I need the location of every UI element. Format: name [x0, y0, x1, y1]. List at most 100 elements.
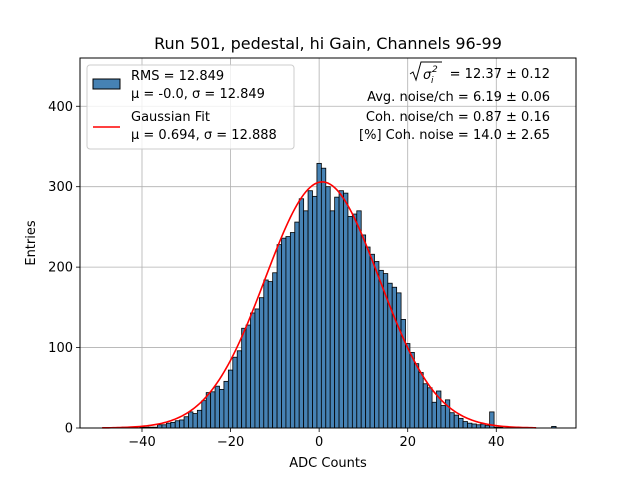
histogram-bar: [405, 343, 411, 429]
histogram-bar: [298, 198, 305, 429]
histogram-bar: [250, 312, 256, 429]
histogram-bar: [294, 221, 300, 429]
legend-histogram-line-1: RMS = 12.849: [131, 69, 224, 84]
gaussian-fit-line: [102, 181, 537, 429]
x-tick-label: −20: [217, 435, 244, 450]
histogram-bar: [329, 210, 336, 429]
plot-frame: [79, 57, 577, 429]
histogram-bar: [258, 297, 265, 429]
histogram-bar: [232, 356, 238, 429]
histogram-bar: [174, 420, 181, 429]
legend-box: [86, 64, 295, 150]
x-tick-label: 40: [488, 435, 505, 450]
x-tick-label: 20: [399, 435, 416, 450]
histogram-bar: [320, 167, 327, 429]
histogram-bar: [427, 387, 433, 429]
x-tick-label: 0: [315, 435, 323, 450]
y-tick-label: 100: [48, 341, 73, 356]
histogram-bar: [214, 385, 220, 429]
histogram-bar: [254, 308, 260, 429]
avg-noise-text: Avg. noise/ch = 6.19 ± 0.06: [367, 90, 550, 105]
histogram-bar: [192, 413, 198, 429]
sigma-subscript: i: [431, 76, 434, 86]
chart-title: Run 501, pedestal, hi Gain, Channels 96-…: [154, 34, 502, 53]
legend-histogram-swatch: [92, 78, 121, 90]
histogram-bar: [205, 392, 212, 429]
histogram-bar: [325, 186, 331, 429]
y-tick-label: 400: [48, 100, 73, 115]
coh-noise-text: Coh. noise/ch = 0.87 ± 0.16: [366, 110, 550, 125]
histogram-bar: [183, 416, 189, 429]
histogram-bar: [263, 279, 269, 429]
histogram-bar: [276, 244, 282, 429]
histogram-bar: [289, 232, 296, 429]
histogram-bar: [360, 234, 367, 429]
histogram-bar: [267, 281, 274, 429]
histogram-bar: [188, 411, 194, 429]
legend-histogram-line-2: μ = -0.0, σ = 12.849: [131, 87, 265, 102]
histogram-bar: [458, 417, 464, 429]
histogram-bar: [303, 210, 309, 429]
histogram-bar: [453, 414, 460, 429]
histogram-bar: [467, 422, 473, 429]
histogram-bar: [449, 412, 455, 429]
histogram-bar: [272, 272, 278, 429]
histogram-bar: [356, 210, 362, 429]
y-axis-ticks: 0 100 200 300 400: [48, 100, 80, 437]
y-tick-label: 0: [65, 422, 73, 437]
sigma-symbol: σ: [423, 68, 432, 83]
histogram-bar: [316, 162, 322, 429]
sigma-annotation: σ 2 i = 12.37 ± 0.12: [409, 61, 550, 86]
y-axis-label: Entries: [24, 220, 39, 266]
legend-fit-line-2: μ = 0.694, σ = 12.888: [131, 128, 277, 143]
histogram-bar: [241, 327, 247, 429]
histogram-bar: [170, 421, 176, 429]
noise-annotations: σ 2 i = 12.37 ± 0.12 Avg. noise/ch = 6.1…: [359, 61, 550, 143]
sqrt-symbol: [409, 61, 442, 82]
histogram-bar: [223, 380, 229, 429]
y-tick-label: 300: [48, 180, 73, 195]
histogram-bar: [285, 236, 291, 429]
x-tick-label: −40: [128, 435, 155, 450]
histogram-bar: [462, 421, 468, 429]
histogram-bar: [245, 324, 251, 429]
y-tick-label: 200: [48, 261, 73, 276]
histogram-bar: [196, 409, 203, 429]
sigma-value: = 12.37 ± 0.12: [450, 67, 550, 82]
legend-fit-line-1: Gaussian Fit: [131, 110, 210, 125]
histogram-bar: [307, 190, 313, 429]
histogram-bar: [391, 286, 398, 429]
x-axis-label: ADC Counts: [289, 456, 367, 471]
histogram-bar: [334, 196, 340, 429]
histogram-bar: [374, 261, 380, 429]
histogram-bar: [165, 422, 172, 429]
sigma-superscript: 2: [432, 65, 438, 75]
histogram-bar: [480, 423, 486, 429]
histogram-bar: [409, 351, 415, 429]
histogram-bar: [210, 391, 216, 429]
histogram-bar: [343, 192, 349, 429]
histogram-bar: [365, 246, 371, 429]
histogram-bar: [369, 253, 375, 429]
histogram-bar: [236, 350, 243, 429]
histogram-bar: [227, 369, 234, 429]
histogram-bar: [431, 401, 437, 429]
histogram-bar: [347, 216, 353, 429]
histogram-bar: [413, 363, 420, 429]
histogram-bar: [338, 190, 344, 429]
coh-percent-text: [%] Coh. noise = 14.0 ± 2.65: [359, 128, 550, 143]
histogram-bar: [179, 419, 185, 429]
histogram-bar: [471, 423, 477, 429]
histogram-bar: [201, 400, 207, 429]
histogram-bar: [312, 195, 318, 429]
histogram-bar: [396, 292, 402, 429]
legend: RMS = 12.849 μ = -0.0, σ = 12.849 Gaussi…: [86, 64, 295, 150]
histogram-bar: [281, 237, 287, 429]
histogram-bar: [422, 383, 429, 429]
histogram-bar: [418, 372, 424, 429]
histogram-bar: [440, 405, 446, 429]
histogram-bar: [378, 269, 384, 429]
x-axis-ticks: −40 −20 0 20 40: [128, 428, 505, 450]
histogram-bar: [219, 388, 225, 429]
